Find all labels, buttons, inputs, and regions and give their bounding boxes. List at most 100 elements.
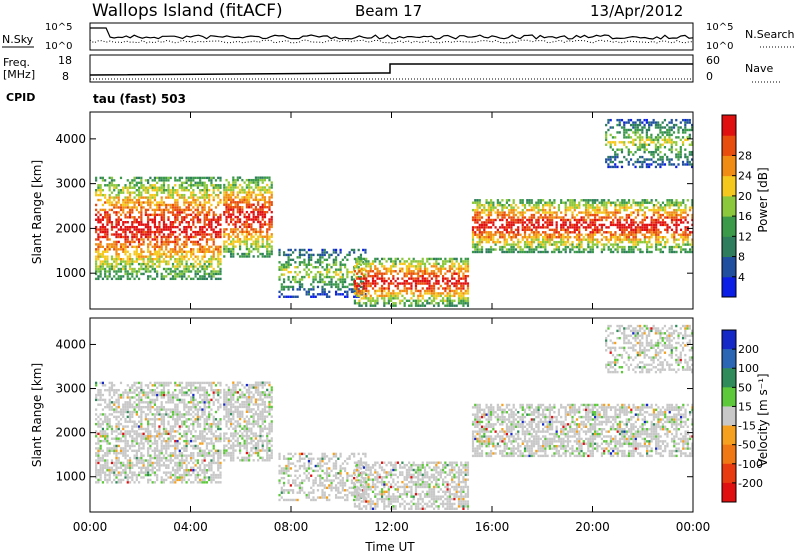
power-cell bbox=[417, 260, 420, 263]
power-cell bbox=[192, 216, 195, 219]
power-cell bbox=[171, 277, 175, 281]
power-cell bbox=[357, 256, 360, 259]
power-cell bbox=[232, 228, 235, 231]
power-cell bbox=[303, 288, 306, 291]
power-cell bbox=[210, 250, 213, 253]
power-cell bbox=[223, 193, 226, 197]
power-cell bbox=[517, 226, 520, 229]
power-cell bbox=[623, 201, 626, 204]
power-cell bbox=[201, 235, 204, 239]
power-cell bbox=[135, 257, 138, 261]
power-cell bbox=[672, 123, 676, 127]
power-cell bbox=[362, 287, 366, 290]
power-cell bbox=[691, 218, 693, 222]
power-cell bbox=[128, 255, 132, 258]
power-cell bbox=[250, 250, 253, 253]
power-cell bbox=[339, 278, 342, 281]
power-cell bbox=[296, 280, 299, 284]
power-cell bbox=[544, 250, 547, 254]
power-cell bbox=[358, 284, 361, 288]
power-cell bbox=[523, 226, 527, 229]
power-cell bbox=[523, 231, 527, 234]
power-cell bbox=[641, 146, 644, 149]
power-cell bbox=[364, 268, 367, 271]
velocity-cell bbox=[117, 420, 120, 423]
power-cell bbox=[684, 123, 687, 127]
power-cell bbox=[659, 136, 662, 139]
power-cell bbox=[503, 204, 506, 207]
power-cell bbox=[598, 206, 601, 209]
power-cell bbox=[419, 282, 422, 285]
power-cell bbox=[664, 221, 667, 224]
power-cell bbox=[609, 126, 612, 129]
power-cell bbox=[346, 270, 349, 274]
power-cell bbox=[357, 266, 360, 269]
power-cell bbox=[569, 226, 572, 229]
power-cell bbox=[521, 199, 524, 202]
power-cell bbox=[573, 208, 576, 212]
power-cell bbox=[612, 223, 615, 227]
power-cell bbox=[380, 287, 384, 290]
power-cell bbox=[119, 176, 123, 180]
power-cell bbox=[371, 279, 375, 283]
power-cell bbox=[196, 221, 199, 224]
velocity-cell bbox=[119, 478, 123, 482]
power-cell bbox=[151, 260, 154, 263]
power-cell bbox=[208, 201, 211, 204]
power-cell bbox=[252, 203, 255, 206]
power-cell bbox=[650, 150, 653, 154]
power-cell bbox=[632, 223, 635, 227]
power-cell bbox=[171, 240, 175, 244]
velocity-cell bbox=[101, 481, 105, 484]
power-cell bbox=[652, 233, 655, 236]
power-cell bbox=[357, 283, 360, 286]
power-cell bbox=[165, 196, 168, 199]
power-cell bbox=[503, 240, 506, 244]
power-cell bbox=[691, 199, 693, 202]
power-cell bbox=[162, 179, 166, 182]
power-cell bbox=[661, 158, 664, 161]
power-cell bbox=[634, 160, 637, 164]
power-cell bbox=[560, 240, 563, 244]
power-cell bbox=[679, 228, 683, 232]
power-cell bbox=[261, 188, 264, 192]
velocity-cell bbox=[95, 447, 98, 450]
velocity-cell bbox=[104, 432, 107, 436]
power-cell bbox=[566, 236, 570, 239]
power-cell bbox=[632, 245, 635, 249]
power-cell bbox=[183, 196, 186, 199]
power-cell bbox=[225, 201, 228, 204]
power-cell bbox=[666, 204, 669, 207]
power-cell bbox=[457, 292, 461, 295]
power-cell bbox=[432, 265, 436, 268]
power-cell bbox=[414, 287, 418, 290]
power-cell bbox=[185, 260, 188, 263]
power-cell bbox=[142, 206, 145, 209]
power-cell bbox=[594, 238, 597, 241]
power-cell bbox=[629, 136, 633, 139]
power-cell bbox=[641, 208, 644, 212]
power-cell bbox=[314, 275, 317, 279]
power-cell bbox=[663, 153, 667, 156]
power-cell bbox=[219, 191, 222, 194]
power-cell bbox=[165, 243, 168, 246]
power-cell bbox=[457, 265, 461, 268]
power-cell bbox=[196, 196, 199, 199]
power-cell bbox=[646, 216, 649, 219]
power-cell bbox=[104, 233, 107, 236]
power-cell bbox=[212, 272, 215, 276]
power-cell bbox=[364, 248, 367, 252]
power-cell bbox=[307, 258, 311, 262]
power-cell bbox=[128, 230, 132, 234]
power-cell bbox=[257, 230, 260, 234]
velocity-cell bbox=[95, 418, 98, 421]
power-cell bbox=[512, 248, 515, 251]
power-cell bbox=[252, 188, 255, 192]
power-cell bbox=[337, 293, 340, 296]
power-cell bbox=[217, 245, 220, 249]
velocity-cell bbox=[119, 393, 123, 397]
power-cell bbox=[564, 201, 567, 204]
power-cell bbox=[571, 226, 574, 229]
velocity-cell bbox=[104, 430, 107, 433]
power-cell bbox=[180, 181, 184, 185]
